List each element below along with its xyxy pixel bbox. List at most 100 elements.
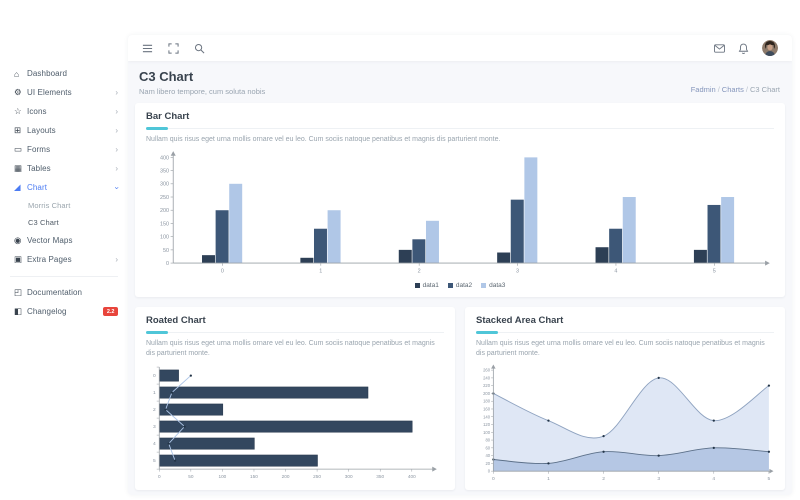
svg-text:2: 2 bbox=[418, 269, 421, 275]
chevron-right-icon: › bbox=[115, 87, 118, 97]
sidebar-item-ui-elements[interactable]: ⚙ UI Elements › bbox=[0, 83, 128, 102]
sidebar-item-label: Layouts bbox=[27, 126, 56, 135]
sidebar-item-tables[interactable]: ▦ Tables › bbox=[0, 159, 128, 178]
svg-text:4: 4 bbox=[712, 475, 715, 481]
svg-text:120: 120 bbox=[483, 422, 491, 427]
svg-text:4: 4 bbox=[153, 441, 156, 447]
svg-text:200: 200 bbox=[483, 391, 491, 396]
sidebar-item-extra-pages[interactable]: ▣ Extra Pages › bbox=[0, 250, 128, 269]
svg-text:400: 400 bbox=[408, 473, 416, 478]
chevron-right-icon: › bbox=[115, 125, 118, 135]
sidebar-item-label: UI Elements bbox=[27, 88, 72, 97]
svg-text:40: 40 bbox=[485, 453, 490, 458]
chevron-right-icon: › bbox=[115, 254, 118, 264]
icons-icon: ☆ bbox=[14, 106, 22, 116]
sidebar-footer-nav: ◰ Documentation ◧ Changelog 2.2 bbox=[0, 283, 128, 321]
svg-text:200: 200 bbox=[160, 209, 169, 215]
legend-label: data1 bbox=[422, 282, 439, 290]
breadcrumb-item: C3 Chart bbox=[749, 85, 780, 95]
title-accent-underline bbox=[476, 331, 774, 335]
chevron-down-icon: › bbox=[112, 186, 122, 189]
sidebar-item-vector-maps[interactable]: ◉ Vector Maps bbox=[0, 231, 128, 250]
breadcrumb-item[interactable]: Charts bbox=[721, 85, 744, 95]
legend-item-data2[interactable]: data2 bbox=[447, 282, 472, 289]
bell-icon[interactable] bbox=[738, 43, 749, 54]
sidebar-item-layouts[interactable]: ⊞ Layouts › bbox=[0, 121, 128, 140]
sidebar-item-label: Vector Maps bbox=[27, 236, 73, 245]
breadcrumb-item[interactable]: Fadmin bbox=[690, 85, 716, 95]
svg-text:140: 140 bbox=[483, 414, 491, 419]
svg-text:5: 5 bbox=[153, 458, 156, 464]
svg-text:2: 2 bbox=[602, 475, 605, 481]
sidebar-item-label: C3 Chart bbox=[28, 218, 59, 227]
menu-icon[interactable] bbox=[142, 43, 153, 54]
topbar bbox=[128, 35, 792, 61]
svg-text:350: 350 bbox=[376, 473, 384, 478]
stacked-area-chart-card: Stacked Area Chart Nullam quis risus ege… bbox=[465, 307, 785, 491]
bar-chart-card-title: Bar Chart bbox=[146, 111, 190, 123]
sidebar-divider bbox=[10, 276, 118, 277]
svg-text:220: 220 bbox=[483, 383, 491, 388]
svg-text:0: 0 bbox=[492, 475, 495, 481]
mail-icon[interactable] bbox=[714, 43, 725, 54]
svg-text:0: 0 bbox=[488, 468, 491, 473]
svg-text:1: 1 bbox=[547, 475, 550, 481]
legend-label: data3 bbox=[489, 282, 506, 290]
sidebar-item-c3-chart[interactable]: C3 Chart bbox=[0, 214, 128, 231]
user-avatar[interactable] bbox=[762, 40, 778, 56]
vector-maps-icon: ◉ bbox=[14, 235, 22, 245]
svg-text:3: 3 bbox=[153, 424, 156, 430]
page-title: C3 Chart bbox=[139, 69, 194, 84]
sidebar-item-changelog[interactable]: ◧ Changelog 2.2 bbox=[0, 302, 128, 321]
svg-text:3: 3 bbox=[516, 269, 519, 275]
rotated-chart-card-title: Roated Chart bbox=[146, 315, 206, 327]
sidebar-item-label: Forms bbox=[27, 145, 51, 154]
svg-text:150: 150 bbox=[160, 222, 169, 228]
svg-text:160: 160 bbox=[483, 406, 491, 411]
svg-text:3: 3 bbox=[657, 475, 660, 481]
sidebar-item-label: Icons bbox=[27, 107, 47, 116]
rotated-chart-card: Roated Chart Nullam quis risus eget urna… bbox=[135, 307, 455, 491]
svg-text:180: 180 bbox=[483, 398, 491, 403]
search-icon[interactable] bbox=[194, 43, 205, 54]
sidebar-item-documentation[interactable]: ◰ Documentation bbox=[0, 283, 128, 302]
legend-item-data3[interactable]: data3 bbox=[481, 282, 505, 289]
sidebar-item-chart[interactable]: ◢ Chart › bbox=[0, 178, 128, 197]
sidebar-item-icons[interactable]: ☆ Icons › bbox=[0, 102, 128, 121]
svg-text:0: 0 bbox=[153, 373, 156, 379]
svg-text:250: 250 bbox=[313, 473, 321, 478]
bar-chart-card: Bar Chart Nullam quis risus eget urna mo… bbox=[135, 103, 785, 298]
svg-text:50: 50 bbox=[188, 473, 194, 478]
legend-swatch bbox=[414, 283, 420, 289]
topbar-right-icons bbox=[714, 40, 778, 56]
svg-text:200: 200 bbox=[282, 473, 290, 478]
changelog-icon: ◧ bbox=[14, 306, 23, 316]
svg-text:0: 0 bbox=[221, 269, 224, 275]
breadcrumb-separator: / bbox=[717, 85, 720, 95]
legend-item-data1[interactable]: data1 bbox=[414, 282, 439, 290]
svg-text:100: 100 bbox=[483, 429, 491, 434]
svg-text:1: 1 bbox=[319, 269, 322, 275]
sidebar-item-label: Chart bbox=[27, 183, 48, 192]
svg-text:300: 300 bbox=[345, 473, 353, 478]
svg-text:250: 250 bbox=[160, 195, 169, 201]
forms-icon: ▭ bbox=[14, 144, 23, 154]
sidebar-item-label: Dashboard bbox=[27, 69, 68, 78]
svg-text:50: 50 bbox=[163, 248, 169, 254]
breadcrumb-separator: / bbox=[745, 85, 748, 95]
sidebar-item-forms[interactable]: ▭ Forms › bbox=[0, 140, 128, 159]
svg-text:0: 0 bbox=[166, 261, 169, 267]
svg-text:5: 5 bbox=[768, 475, 771, 481]
sidebar-item-morris-chart[interactable]: Morris Chart bbox=[0, 197, 128, 214]
fullscreen-icon[interactable] bbox=[168, 42, 179, 54]
legend-swatch bbox=[481, 283, 487, 289]
chevron-right-icon: › bbox=[115, 144, 118, 154]
page-heading-left: C3 Chart Nam libero tempore, cum soluta … bbox=[139, 69, 265, 96]
svg-text:150: 150 bbox=[250, 473, 258, 478]
chevron-right-icon: › bbox=[115, 106, 118, 116]
version-badge: 2.2 bbox=[103, 307, 118, 316]
main-content: C3 Chart Nam libero tempore, cum soluta … bbox=[128, 35, 792, 495]
svg-text:2: 2 bbox=[153, 407, 156, 413]
sidebar-item-label: Tables bbox=[27, 164, 51, 173]
sidebar-item-dashboard[interactable]: ⌂ Dashboard bbox=[0, 64, 128, 83]
